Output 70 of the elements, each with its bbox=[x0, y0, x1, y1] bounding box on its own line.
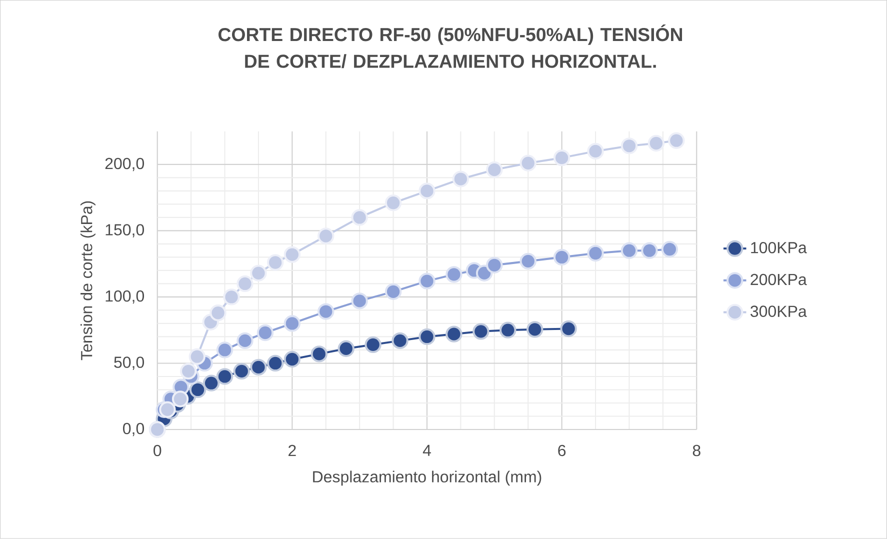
x-tick-label: 0 bbox=[154, 444, 162, 456]
point bbox=[318, 303, 334, 320]
point bbox=[418, 272, 436, 290]
point bbox=[384, 283, 402, 300]
point bbox=[648, 135, 665, 152]
point bbox=[310, 346, 328, 362]
point bbox=[486, 162, 503, 178]
point bbox=[587, 142, 604, 160]
x-tick-label: 6 bbox=[558, 444, 566, 456]
x-tick-label: 8 bbox=[692, 444, 700, 456]
y-tick-label: 100,0 bbox=[106, 290, 144, 304]
point bbox=[223, 288, 240, 306]
x-tick-label: 4 bbox=[422, 444, 431, 456]
y-tick-label: 200,0 bbox=[105, 158, 144, 172]
chart-title: CORTE DIRECTO RF-50 (50%NFU-50%AL) TENSIÓN DE CORTE/ DEZPLAZAMIENTO HORIZONTAL. bbox=[218, 24, 682, 68]
point bbox=[661, 241, 678, 258]
point bbox=[284, 315, 301, 332]
point bbox=[338, 340, 354, 358]
y-tick-label: 0,0 bbox=[123, 422, 144, 436]
point bbox=[520, 252, 536, 270]
point bbox=[553, 248, 570, 266]
point bbox=[233, 362, 250, 380]
y-tick-label: 150,0 bbox=[106, 224, 144, 238]
point bbox=[418, 182, 436, 200]
point bbox=[284, 246, 301, 263]
x-axis-title: Desplazamiento horizontal (mm) bbox=[313, 470, 542, 486]
point bbox=[189, 381, 206, 398]
point bbox=[587, 244, 604, 262]
point bbox=[236, 332, 254, 350]
point bbox=[250, 358, 267, 376]
legend-label: 200KPa bbox=[750, 274, 807, 286]
point bbox=[418, 328, 436, 346]
point bbox=[318, 228, 334, 244]
point bbox=[486, 256, 503, 274]
point bbox=[172, 390, 189, 408]
point bbox=[188, 348, 206, 366]
point bbox=[553, 150, 570, 166]
point bbox=[364, 336, 382, 354]
point bbox=[180, 362, 197, 380]
point bbox=[210, 304, 226, 322]
y-tick-label: 50,0 bbox=[114, 356, 144, 370]
point bbox=[384, 194, 402, 212]
legend-label: 100KPa bbox=[751, 242, 807, 254]
point bbox=[520, 154, 536, 172]
point bbox=[351, 209, 368, 226]
point bbox=[266, 354, 284, 372]
point bbox=[351, 292, 368, 310]
point bbox=[526, 321, 544, 338]
point bbox=[472, 323, 490, 340]
point bbox=[216, 342, 234, 358]
point bbox=[641, 242, 658, 260]
point bbox=[446, 326, 462, 342]
point bbox=[500, 322, 516, 339]
point bbox=[392, 332, 408, 350]
point bbox=[216, 368, 234, 385]
y-axis-title: Tension de corte (kPa) bbox=[80, 201, 96, 360]
point bbox=[236, 275, 254, 292]
x-tick-label: 2 bbox=[288, 444, 296, 456]
point bbox=[560, 320, 577, 338]
legend-label: 300KPa bbox=[750, 306, 807, 318]
point bbox=[446, 266, 462, 283]
point bbox=[250, 264, 267, 282]
point bbox=[620, 138, 638, 154]
point bbox=[284, 351, 301, 368]
point bbox=[256, 324, 274, 342]
point bbox=[202, 374, 220, 392]
point bbox=[452, 170, 470, 188]
point bbox=[266, 254, 284, 271]
point bbox=[620, 242, 638, 260]
point bbox=[668, 132, 685, 150]
